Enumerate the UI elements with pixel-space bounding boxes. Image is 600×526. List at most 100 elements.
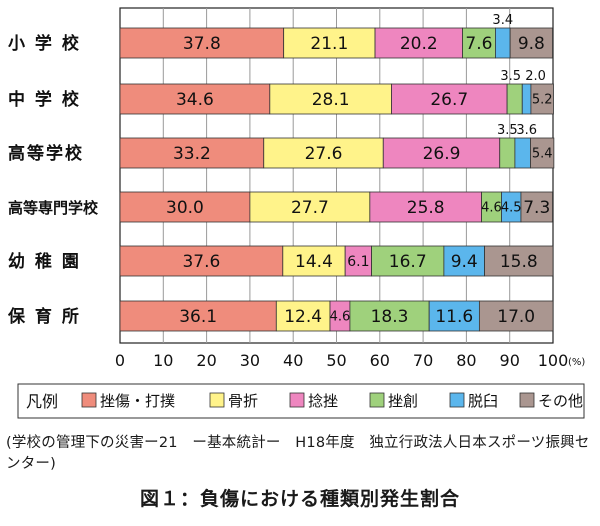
stacked-bar-chart: 小 学 校 37.8 21.1 20.2 7.63.4 9.8 中 学 校 34.6 28.1 2… bbox=[7, 7, 585, 419]
x-tick-label: 60 bbox=[370, 351, 390, 370]
x-tick-label: 50 bbox=[326, 351, 346, 370]
bar-segment bbox=[119, 137, 265, 169]
bar-segment bbox=[369, 191, 482, 223]
bar-segment bbox=[263, 137, 384, 169]
bar-segment bbox=[443, 245, 485, 277]
bar-segment bbox=[275, 300, 331, 332]
source-note: (学校の管理下の災害ー21 ー基本統計ー H18年度 独立行政法人日本スポーツ振… bbox=[6, 435, 590, 472]
data-label: 15.8 bbox=[500, 252, 538, 272]
bar-segment bbox=[374, 27, 463, 59]
legend-swatch bbox=[519, 392, 535, 408]
bar-segment bbox=[282, 245, 346, 277]
category-label: 中 学 校 bbox=[8, 89, 81, 110]
bar-segment bbox=[484, 245, 554, 277]
legend-label: 脱臼 bbox=[468, 392, 498, 410]
x-tick-label: 0 bbox=[115, 351, 125, 370]
bar-segment bbox=[249, 191, 371, 223]
bar-segment bbox=[119, 83, 271, 115]
bar-segment bbox=[509, 27, 553, 59]
x-tick-label: 40 bbox=[283, 351, 303, 370]
data-label: 5.2 bbox=[532, 93, 553, 108]
data-label: 3.5 bbox=[500, 69, 521, 84]
data-label: 28.1 bbox=[312, 90, 350, 110]
bar-segment bbox=[119, 191, 251, 223]
legend-swatch bbox=[289, 392, 305, 408]
legend-label: 挫創 bbox=[388, 392, 418, 410]
data-label: 9.4 bbox=[451, 252, 478, 272]
bar-segment bbox=[506, 83, 523, 115]
data-label: 9.8 bbox=[518, 34, 545, 54]
data-label: 16.7 bbox=[389, 252, 427, 272]
figure-caption: 図１：負傷における種類別発生割合 bbox=[139, 488, 460, 510]
data-label: 27.7 bbox=[291, 198, 329, 218]
bar-segment bbox=[269, 83, 392, 115]
legend-swatch bbox=[449, 392, 465, 408]
data-label: 20.2 bbox=[400, 34, 438, 54]
category-label: 保 育 所 bbox=[7, 306, 81, 327]
x-tick-label: 20 bbox=[196, 351, 216, 370]
x-tick-label: 80 bbox=[456, 351, 476, 370]
data-label: 33.2 bbox=[173, 144, 211, 164]
legend-label: その他 bbox=[538, 392, 583, 410]
x-tick-label: 30 bbox=[240, 351, 260, 370]
bar-segment bbox=[499, 137, 516, 169]
data-label: 4.5 bbox=[501, 201, 522, 216]
bar-segment bbox=[119, 245, 284, 277]
data-label: 34.6 bbox=[176, 90, 214, 110]
data-label: 3.6 bbox=[516, 123, 537, 138]
bar-segment bbox=[530, 83, 554, 115]
x-tick-label: 100 bbox=[538, 351, 569, 370]
legend-title: 凡例 bbox=[26, 392, 58, 411]
legend-swatch bbox=[81, 392, 97, 408]
bar-segment bbox=[349, 300, 430, 332]
data-label: 37.6 bbox=[182, 252, 220, 272]
data-label: 4.6 bbox=[330, 310, 351, 325]
bar-segment bbox=[344, 245, 372, 277]
data-label: 14.4 bbox=[295, 252, 333, 272]
bar-segment bbox=[391, 83, 508, 115]
legend-swatch bbox=[369, 392, 385, 408]
bar-segment bbox=[521, 83, 532, 115]
legend-label: 捻挫 bbox=[308, 392, 338, 410]
data-label: 27.6 bbox=[305, 144, 343, 164]
data-label: 11.6 bbox=[435, 307, 473, 327]
bar-segment bbox=[495, 27, 511, 59]
category-label: 幼 稚 園 bbox=[8, 251, 81, 272]
data-label: 5.4 bbox=[532, 147, 553, 162]
data-label: 30.0 bbox=[166, 198, 204, 218]
bar-segment bbox=[462, 27, 496, 59]
category-label: 高等専門学校 bbox=[8, 199, 99, 217]
data-label: 6.1 bbox=[347, 254, 369, 270]
bar-segment bbox=[478, 300, 554, 332]
data-label: 18.3 bbox=[371, 307, 409, 327]
x-axis-unit: (%) bbox=[568, 357, 585, 368]
x-tick-label: 10 bbox=[153, 351, 173, 370]
data-label: 26.9 bbox=[423, 144, 461, 164]
data-label: 17.0 bbox=[497, 307, 535, 327]
legend-swatch bbox=[209, 392, 225, 408]
data-label: 12.4 bbox=[284, 307, 322, 327]
x-tick-label: 90 bbox=[500, 351, 520, 370]
legend-label: 挫傷・打撲 bbox=[100, 392, 175, 410]
data-label: 26.7 bbox=[430, 90, 468, 110]
bar-segment bbox=[428, 300, 480, 332]
bar-segment bbox=[530, 137, 555, 169]
category-label: 高等学校 bbox=[8, 143, 84, 164]
data-label: 3.5 bbox=[497, 123, 518, 138]
bar-segment bbox=[371, 245, 445, 277]
data-label: 25.8 bbox=[407, 198, 445, 218]
bar-segment bbox=[514, 137, 531, 169]
category-label: 小 学 校 bbox=[8, 33, 81, 54]
bar-segment bbox=[520, 191, 553, 223]
data-label: 7.3 bbox=[523, 198, 550, 218]
x-tick-label: 70 bbox=[413, 351, 433, 370]
data-label: 36.1 bbox=[179, 307, 217, 327]
data-label: 3.4 bbox=[492, 13, 513, 28]
bar-segment bbox=[119, 300, 277, 332]
data-label: 7.6 bbox=[465, 34, 492, 54]
legend-label: 骨折 bbox=[228, 392, 258, 410]
data-label: 21.1 bbox=[310, 34, 348, 54]
data-label: 4.6 bbox=[481, 201, 502, 216]
data-label: 37.8 bbox=[183, 34, 221, 54]
data-label: 2.0 bbox=[525, 69, 546, 84]
